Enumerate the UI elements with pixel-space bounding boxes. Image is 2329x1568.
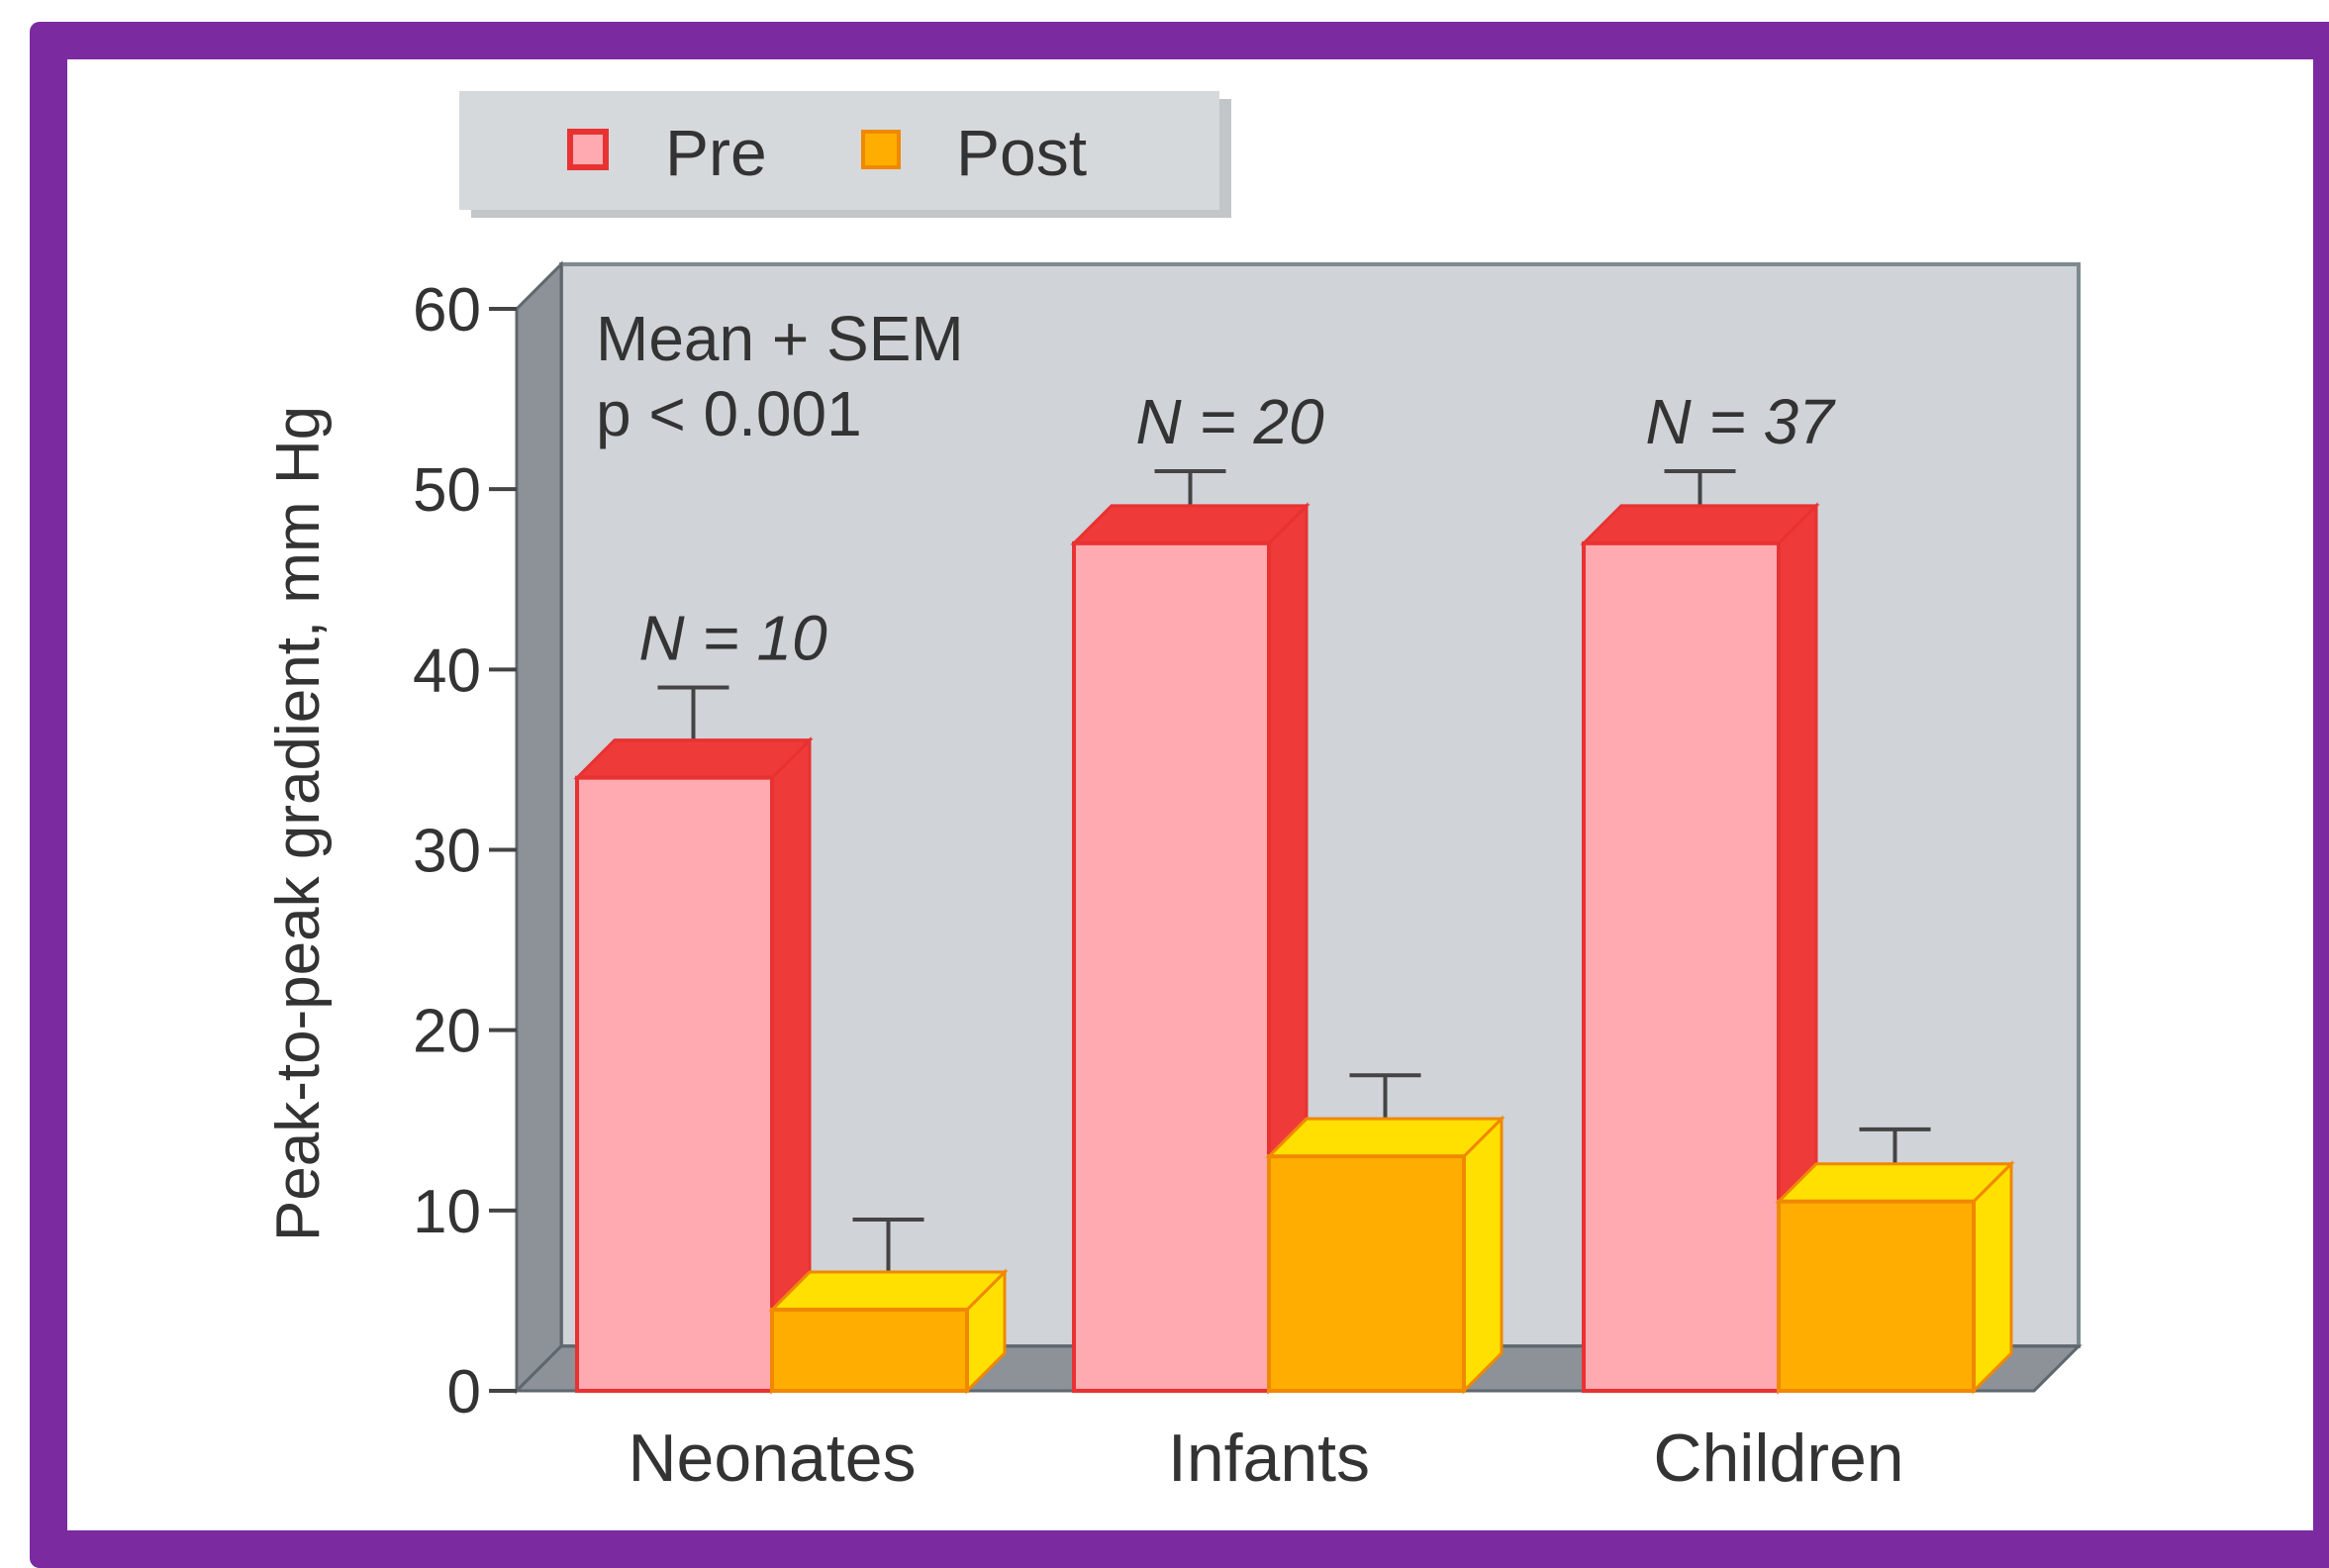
category-label-neonates: Neonates	[628, 1421, 916, 1496]
annotation-mean-sem: Mean + SEM	[596, 303, 964, 374]
bar-post-infants-front	[1267, 1154, 1466, 1394]
bar-pre-infants-front	[1072, 540, 1271, 1393]
bar-pre-neonates-front	[575, 775, 774, 1393]
category-label-infants: Infants	[1168, 1421, 1370, 1496]
legend-swatch-post	[861, 130, 901, 169]
n-label-children: N = 37	[1645, 386, 1836, 457]
annotation-p-value: p < 0.001	[596, 378, 862, 449]
bar-post-infants-top	[1265, 1117, 1505, 1158]
legend-swatch-pre	[567, 129, 609, 170]
bar-pre-infants-top	[1070, 504, 1310, 545]
category-label-children: Children	[1653, 1421, 1903, 1496]
y-axis-label: Peak-to-peak gradient, mm Hg	[264, 406, 333, 1241]
bar-post-neonates-front	[770, 1308, 969, 1394]
y-tick-label: 50	[413, 456, 481, 525]
y-tick-label: 60	[413, 276, 481, 344]
bar-pre-children	[1580, 468, 1820, 1395]
y-axis-ticks: 0 10 20 30 40 50 60	[413, 276, 517, 1426]
bar-post-neonates	[768, 1217, 1009, 1395]
legend-label-pre: Pre	[665, 116, 767, 189]
bar-post-children-top	[1775, 1162, 2015, 1204]
bar-post-infants	[1265, 1073, 1505, 1395]
legend-label-post: Post	[956, 116, 1087, 189]
y-tick-label: 40	[413, 637, 481, 705]
bar-pre-neonates	[573, 685, 814, 1395]
bar-post-children	[1775, 1127, 2015, 1395]
bar-post-infants-side	[1462, 1115, 1504, 1395]
bars-layer	[573, 468, 2015, 1395]
plot-left-wall	[515, 260, 563, 1395]
y-tick-label: 0	[447, 1358, 481, 1426]
n-label-neonates: N = 10	[638, 603, 827, 674]
sample-size-labels: N = 10 N = 20 N = 37	[638, 386, 1836, 674]
bar-pre-children-front	[1582, 540, 1781, 1393]
y-tick-label: 30	[413, 818, 481, 886]
bar-post-children-front	[1777, 1199, 1976, 1393]
y-tick-label: 20	[413, 998, 481, 1066]
n-label-infants: N = 20	[1135, 386, 1324, 457]
bar-pre-children-top	[1580, 504, 1820, 545]
bar-post-neonates-top	[768, 1270, 1009, 1312]
bar-pre-neonates-top	[573, 738, 814, 780]
y-tick-label: 10	[413, 1178, 481, 1246]
category-labels: Neonates Infants Children	[628, 1421, 1903, 1496]
